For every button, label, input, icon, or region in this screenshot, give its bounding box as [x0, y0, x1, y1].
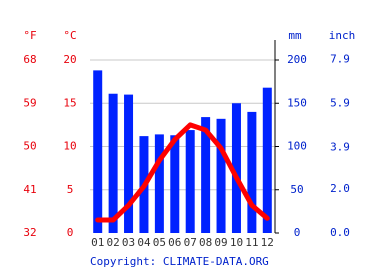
- bar: [185, 130, 195, 233]
- x-tick-label: 04: [137, 236, 151, 249]
- c-tick-label: 5: [67, 183, 74, 196]
- bar: [262, 87, 272, 234]
- x-tick-label: 12: [261, 236, 274, 249]
- f-tick-label: 68: [23, 53, 36, 66]
- x-tick-label: 09: [214, 236, 227, 249]
- inch-tick-label: 2.0: [330, 182, 350, 195]
- bar: [247, 111, 257, 233]
- inch-axis-label: inch: [329, 29, 356, 42]
- inch-tick-label: 3.9: [330, 140, 350, 153]
- c-tick-label: 15: [63, 96, 76, 109]
- c-axis-label: °C: [63, 29, 76, 42]
- f-tick-label: 41: [23, 183, 36, 196]
- mm-tick-label: 100: [287, 140, 307, 153]
- x-tick-label: 10: [230, 236, 243, 249]
- x-tick-label: 07: [184, 236, 197, 249]
- mm-tick-label: 150: [287, 96, 307, 109]
- x-tick-label: 08: [199, 236, 212, 249]
- f-tick-label: 32: [23, 226, 36, 239]
- c-tick-label: 20: [63, 53, 76, 66]
- bar: [124, 94, 134, 233]
- x-tick-label: 01: [91, 236, 104, 249]
- x-tick-label: 06: [168, 236, 181, 249]
- mm-tick-label: 50: [290, 183, 303, 196]
- mm-axis-label: mm: [288, 29, 302, 42]
- x-tick-label: 02: [107, 236, 120, 249]
- c-tick-label: 0: [67, 226, 74, 239]
- bar: [93, 70, 103, 233]
- f-tick-label: 50: [23, 140, 36, 153]
- mm-tick-label: 200: [287, 53, 307, 66]
- inch-tick-label: 5.9: [330, 96, 350, 109]
- inch-tick-label: 0.0: [330, 226, 350, 239]
- temperature-line: [95, 122, 270, 223]
- bar: [231, 103, 241, 233]
- inch-tick-label: 7.9: [330, 52, 350, 65]
- f-tick-label: 59: [23, 96, 36, 109]
- f-axis-label: °F: [23, 29, 36, 42]
- x-tick-label: 11: [245, 236, 258, 249]
- bar: [154, 134, 164, 233]
- bar: [216, 118, 226, 233]
- x-tick-label: 03: [122, 236, 135, 249]
- c-tick-label: 10: [63, 140, 76, 153]
- bar: [108, 93, 118, 233]
- mm-tick-label: 0: [294, 226, 301, 239]
- x-tick-label: 05: [153, 236, 166, 249]
- bar: [201, 117, 211, 233]
- copyright: Copyright: CLIMATE-DATA.ORG: [90, 255, 269, 268]
- bar: [170, 135, 180, 233]
